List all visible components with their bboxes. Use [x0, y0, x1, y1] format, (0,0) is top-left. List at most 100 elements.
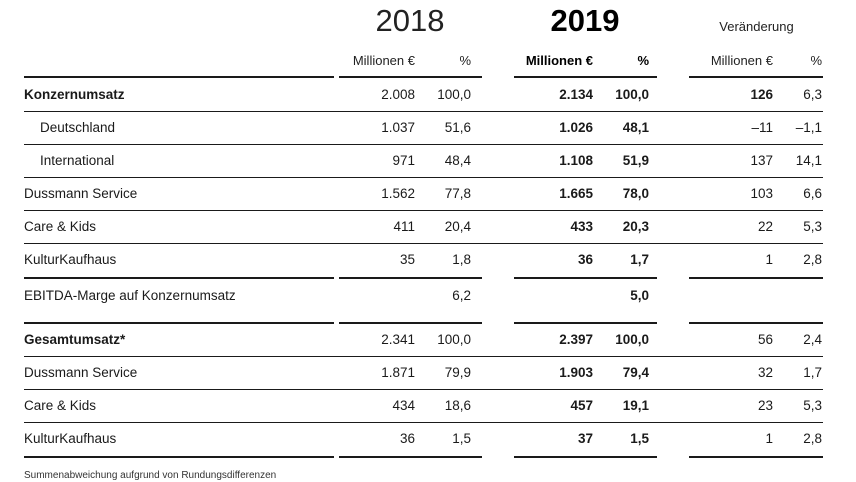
- pct-2018: 1,5: [452, 431, 471, 446]
- pct-2019: 19,1: [622, 398, 649, 413]
- value-change: 23: [757, 398, 773, 413]
- pct-2019: 51,9: [622, 153, 649, 168]
- rule-change-top: [689, 76, 823, 78]
- table-row: Care & Kids 434 18,6 457 19,1 23 5,3: [0, 389, 856, 422]
- row-label: EBITDA-Marge auf Konzernumsatz: [24, 288, 236, 303]
- pct-2019: 79,4: [622, 365, 649, 380]
- row-label: KulturKaufhaus: [24, 431, 117, 446]
- row-label: Dussmann Service: [24, 186, 138, 201]
- value-change: 22: [757, 219, 773, 234]
- section-rule: [24, 322, 334, 324]
- value-2018: 411: [393, 219, 415, 234]
- col-header-pct-2018: %: [459, 53, 471, 68]
- bottom-rule: [514, 456, 657, 458]
- row-label: KulturKaufhaus: [24, 252, 117, 267]
- pct-change: 6,6: [803, 186, 822, 201]
- pct-change: 1,7: [803, 365, 822, 380]
- rule-2018-top: [339, 76, 482, 78]
- value-2018: 35: [399, 252, 415, 267]
- pct-2019: 1,7: [630, 252, 649, 267]
- table-row: Dussmann Service 1.871 79,9 1.903 79,4 3…: [0, 356, 856, 389]
- pct-2019: 1,5: [630, 431, 649, 446]
- value-change: 126: [750, 87, 773, 102]
- value-2019: 1.665: [559, 186, 593, 201]
- col-header-pct-change: %: [810, 53, 822, 68]
- value-2019: 1.903: [559, 365, 593, 380]
- table-row: Care & Kids 411 20,4 433 20,3 22 5,3: [0, 210, 856, 243]
- value-2019: 457: [570, 398, 593, 413]
- value-2019: 37: [577, 431, 593, 446]
- col-header-mio-change: Millionen €: [710, 53, 773, 68]
- row-label: Care & Kids: [24, 219, 97, 234]
- pct-2018: 77,8: [444, 186, 471, 201]
- value-2019: 2.134: [559, 87, 593, 102]
- pct-change: 5,3: [803, 219, 822, 234]
- value-change: 56: [757, 332, 773, 347]
- col-header-pct-2019: %: [637, 53, 649, 68]
- pct-2018: 100,0: [437, 332, 471, 347]
- footnote: Summenabweichung aufgrund von Rundungsdi…: [24, 470, 277, 481]
- bottom-rule: [689, 456, 823, 458]
- rule-2019-top: [514, 76, 657, 78]
- table-row: International 971 48,4 1.108 51,9 137 14…: [0, 144, 856, 177]
- value-change: 137: [750, 153, 773, 168]
- row-divider: [24, 144, 823, 145]
- section-rule: [24, 277, 334, 279]
- row-divider: [24, 210, 823, 211]
- value-2019: 433: [570, 219, 593, 234]
- table-row: Dussmann Service 1.562 77,8 1.665 78,0 1…: [0, 177, 856, 210]
- pct-2018: 6,2: [452, 288, 471, 303]
- value-2019: 1.026: [559, 120, 593, 135]
- value-2018: 971: [392, 153, 415, 168]
- section-rule: [689, 277, 823, 279]
- table-row: KulturKaufhaus 35 1,8 36 1,7 1 2,8: [0, 243, 856, 276]
- value-2018: 1.562: [381, 186, 415, 201]
- row-label: International: [40, 153, 115, 168]
- value-2019: 1.108: [559, 153, 593, 168]
- pct-2018: 18,6: [444, 398, 471, 413]
- rule-label-top: [24, 76, 334, 78]
- value-change: –11: [751, 120, 773, 135]
- pct-2019: 100,0: [615, 87, 649, 102]
- pct-2019: 5,0: [630, 288, 649, 303]
- pct-change: –1,1: [795, 120, 822, 135]
- pct-2018: 79,9: [444, 365, 471, 380]
- section-rule: [339, 322, 482, 324]
- value-2018: 434: [392, 398, 415, 413]
- table-row: EBITDA-Marge auf Konzernumsatz 6,2 5,0: [0, 279, 856, 312]
- table-row: Konzernumsatz 2.008 100,0 2.134 100,0 12…: [0, 78, 856, 111]
- pct-2018: 48,4: [444, 153, 471, 168]
- pct-2018: 100,0: [437, 87, 471, 102]
- section-rule: [339, 277, 482, 279]
- value-2018: 2.008: [381, 87, 415, 102]
- pct-2019: 20,3: [622, 219, 649, 234]
- bottom-rule: [24, 456, 334, 458]
- year-2018-heading: 2018: [375, 3, 445, 38]
- table-row: Gesamtumsatz* 2.341 100,0 2.397 100,0 56…: [0, 323, 856, 356]
- pct-2019: 48,1: [622, 120, 649, 135]
- pct-2018: 51,6: [444, 120, 471, 135]
- row-divider: [24, 356, 823, 357]
- pct-2018: 20,4: [444, 219, 471, 234]
- value-2018: 36: [399, 431, 415, 446]
- section-rule: [514, 277, 657, 279]
- pct-change: 2,8: [803, 252, 822, 267]
- year-2019-heading: 2019: [550, 3, 620, 38]
- row-label: Dussmann Service: [24, 365, 138, 380]
- bottom-rule: [339, 456, 482, 458]
- table-row: Deutschland 1.037 51,6 1.026 48,1 –11 –1…: [0, 111, 856, 144]
- pct-2019: 100,0: [615, 332, 649, 347]
- pct-change: 6,3: [803, 87, 822, 102]
- value-2019: 2.397: [559, 332, 593, 347]
- value-change: 103: [750, 186, 773, 201]
- value-2019: 36: [577, 252, 593, 267]
- row-divider: [24, 422, 823, 423]
- col-header-mio-2018: Millionen €: [352, 53, 415, 68]
- row-divider: [24, 177, 823, 178]
- value-change: 1: [765, 252, 773, 267]
- pct-change: 2,4: [803, 332, 822, 347]
- col-header-mio-2019: Millionen €: [525, 53, 593, 68]
- value-change: 32: [757, 365, 773, 380]
- row-label: Deutschland: [40, 120, 116, 135]
- row-label: Konzernumsatz: [24, 87, 125, 102]
